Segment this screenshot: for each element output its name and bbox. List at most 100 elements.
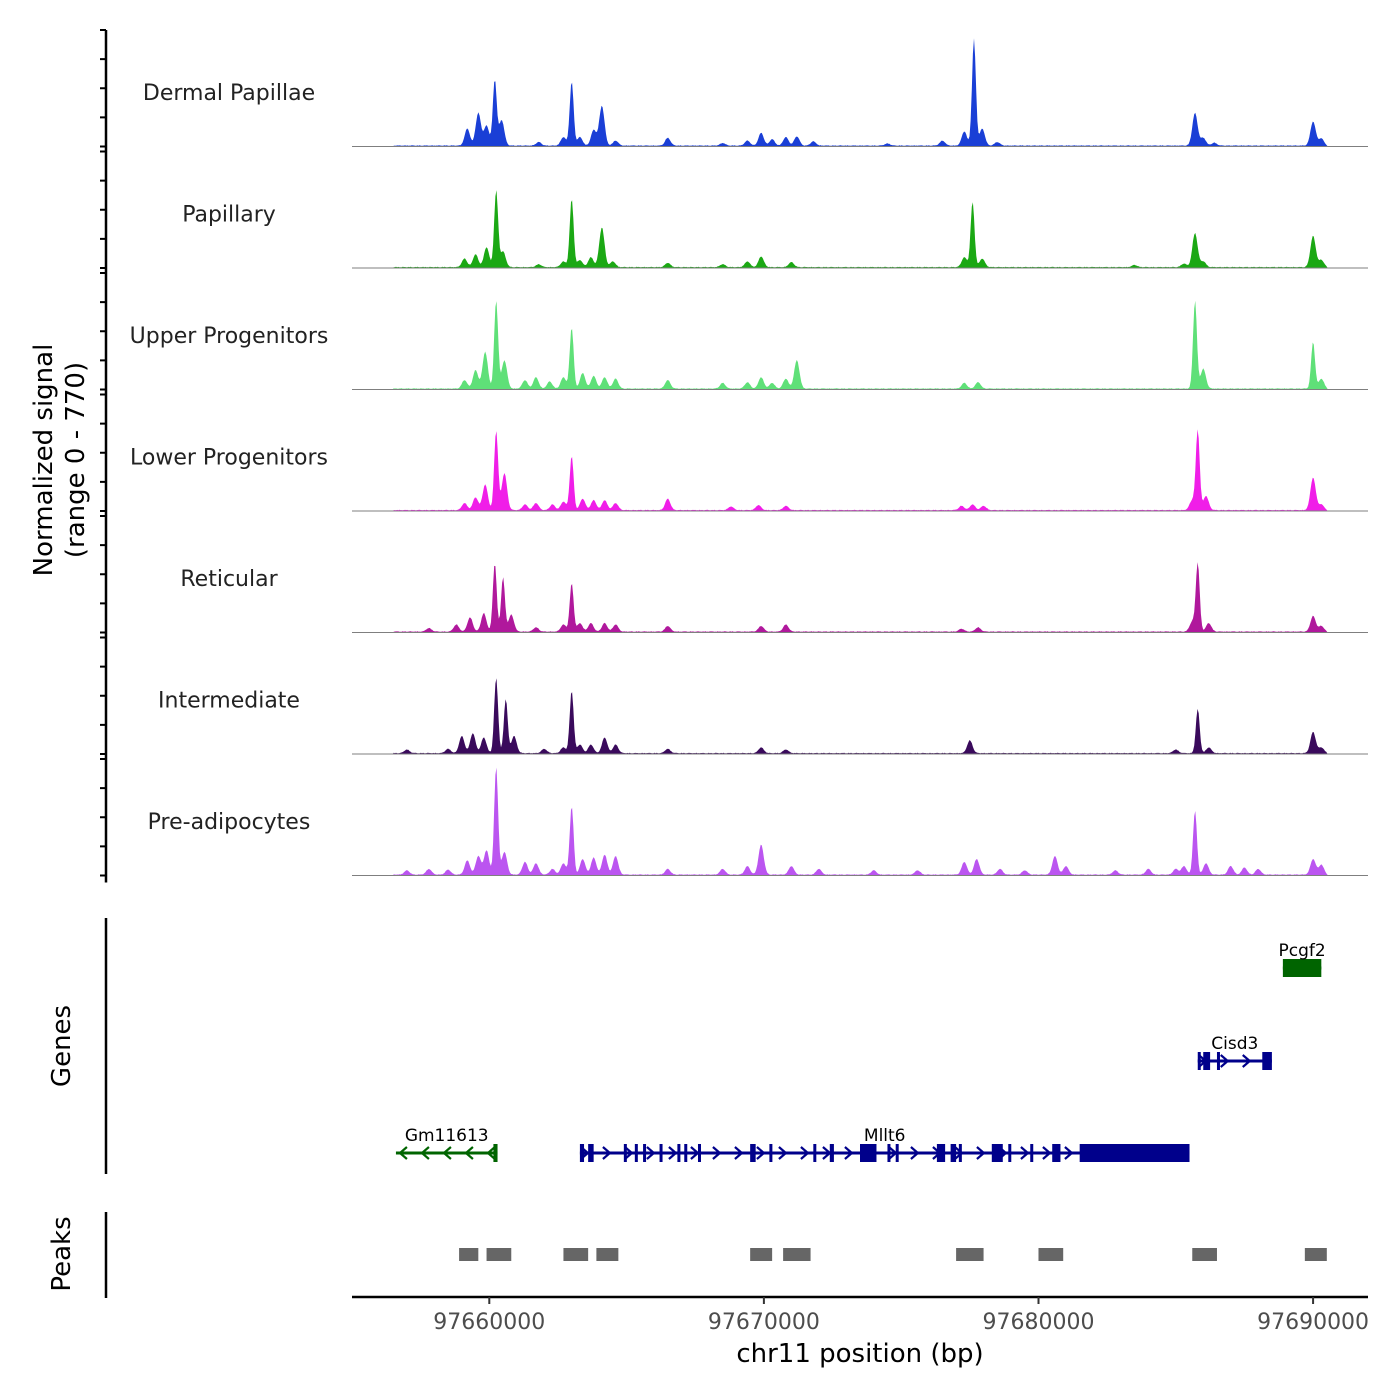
strand-arrow <box>712 1146 722 1160</box>
track-label: Papillary <box>182 203 276 228</box>
strand-arrow <box>976 1146 986 1160</box>
exon <box>813 1144 817 1162</box>
track-lower-progenitors: Lower Progenitors <box>130 429 1368 512</box>
exon <box>697 1144 701 1162</box>
exon <box>950 1144 957 1162</box>
coverage-area <box>352 678 1368 754</box>
gene-pcgf2: Pcgf2 <box>1278 941 1326 977</box>
peak-region <box>956 1248 984 1261</box>
exon <box>643 1144 647 1162</box>
coverage-area <box>352 38 1368 147</box>
exon <box>991 1144 1003 1162</box>
strand-arrow <box>800 1146 810 1160</box>
exon <box>677 1144 681 1162</box>
strand-arrow <box>1064 1146 1074 1160</box>
peak-region <box>1304 1248 1327 1261</box>
y-axis-title-line1: Normalized signal <box>29 344 59 577</box>
strand-arrow <box>442 1146 452 1160</box>
genes-panel: Pcgf2 Cisd3 Gm11613 Mllt6 <box>104 918 1326 1174</box>
exon <box>860 1144 877 1162</box>
peak-region <box>563 1248 589 1261</box>
exon <box>623 1144 627 1162</box>
gene-label: Pcgf2 <box>1278 941 1325 961</box>
exon <box>634 1144 638 1162</box>
track-intermediate: Intermediate <box>158 678 1368 755</box>
peak-region <box>486 1248 512 1261</box>
coverage-area <box>352 429 1368 511</box>
strand-arrow <box>1042 1146 1052 1160</box>
x-tick-label: 97680000 <box>982 1310 1094 1335</box>
genes-panel-title: Genes <box>47 1005 77 1087</box>
coverage-area <box>352 300 1368 390</box>
exon <box>659 1144 663 1162</box>
exon <box>1203 1052 1211 1070</box>
exon <box>1262 1052 1272 1070</box>
track-label: Pre-adipocytes <box>148 810 311 835</box>
gene-label: Mllt6 <box>864 1126 906 1146</box>
strand-arrow <box>1220 1054 1230 1068</box>
track-reticular: Reticular <box>180 562 1368 633</box>
track-label: Lower Progenitors <box>130 446 328 471</box>
peak-region <box>1038 1248 1064 1261</box>
coverage-area <box>352 767 1368 876</box>
exon <box>579 1144 585 1162</box>
peak-region <box>750 1248 773 1261</box>
strand-arrow <box>690 1146 700 1160</box>
strand-arrow <box>420 1146 430 1160</box>
coverage-area <box>352 190 1368 268</box>
x-tick-label: 97670000 <box>708 1310 820 1335</box>
coverage-y-axis <box>100 29 108 883</box>
coverage-tracks: Dermal Papillae Papillary Upper Progenitor… <box>130 38 1368 876</box>
track-dermal-papillae: Dermal Papillae <box>143 38 1368 147</box>
exon <box>1052 1144 1061 1162</box>
strand-arrow <box>844 1146 854 1160</box>
gene-label: Gm11613 <box>405 1126 489 1146</box>
exon <box>887 1144 891 1162</box>
x-tick-label: 97660000 <box>433 1310 545 1335</box>
strand-arrow <box>954 1146 964 1160</box>
peak-region <box>1192 1248 1217 1261</box>
peak-region <box>596 1248 619 1261</box>
track-upper-progenitors: Upper Progenitors <box>130 300 1368 390</box>
exon <box>1197 1052 1201 1070</box>
gene-mllt6: Mllt6 <box>579 1126 1190 1162</box>
exon <box>829 1144 834 1162</box>
strand-arrow <box>778 1146 788 1160</box>
strand-arrow <box>734 1146 744 1160</box>
exon <box>1030 1144 1034 1162</box>
strand-arrow <box>646 1146 656 1160</box>
exon <box>684 1144 688 1162</box>
exon <box>936 1144 946 1162</box>
exon <box>1216 1052 1220 1070</box>
strand-arrow <box>486 1146 496 1160</box>
peak-region <box>783 1248 811 1261</box>
peaks-panel-title: Peaks <box>47 1216 77 1291</box>
strand-arrow <box>910 1146 920 1160</box>
exon <box>588 1144 594 1162</box>
exon <box>1008 1144 1012 1162</box>
track-pre-adipocytes: Pre-adipocytes <box>148 767 1368 876</box>
track-label: Dermal Papillae <box>143 81 315 106</box>
strand-arrow <box>1020 1146 1030 1160</box>
exon <box>493 1144 498 1162</box>
exon <box>1079 1144 1190 1162</box>
exon <box>769 1144 773 1162</box>
track-label: Intermediate <box>158 689 300 714</box>
strand-arrow <box>1242 1054 1252 1068</box>
exon <box>895 1144 899 1162</box>
track-papillary: Papillary <box>182 190 1368 269</box>
peaks-panel <box>104 1212 1327 1298</box>
x-tick-label: 97690000 <box>1257 1310 1369 1335</box>
strand-arrow <box>464 1146 474 1160</box>
track-label: Upper Progenitors <box>130 324 329 349</box>
peak-region <box>459 1248 479 1261</box>
exon <box>750 1144 756 1162</box>
gene-label: Cisd3 <box>1211 1034 1258 1054</box>
strand-arrow <box>624 1146 634 1160</box>
strand-arrow <box>668 1146 678 1160</box>
strand-arrow <box>602 1146 612 1160</box>
coverage-area <box>352 562 1368 633</box>
gene-gm11613: Gm11613 <box>395 1126 498 1162</box>
x-axis-title: chr11 position (bp) <box>736 1339 983 1369</box>
